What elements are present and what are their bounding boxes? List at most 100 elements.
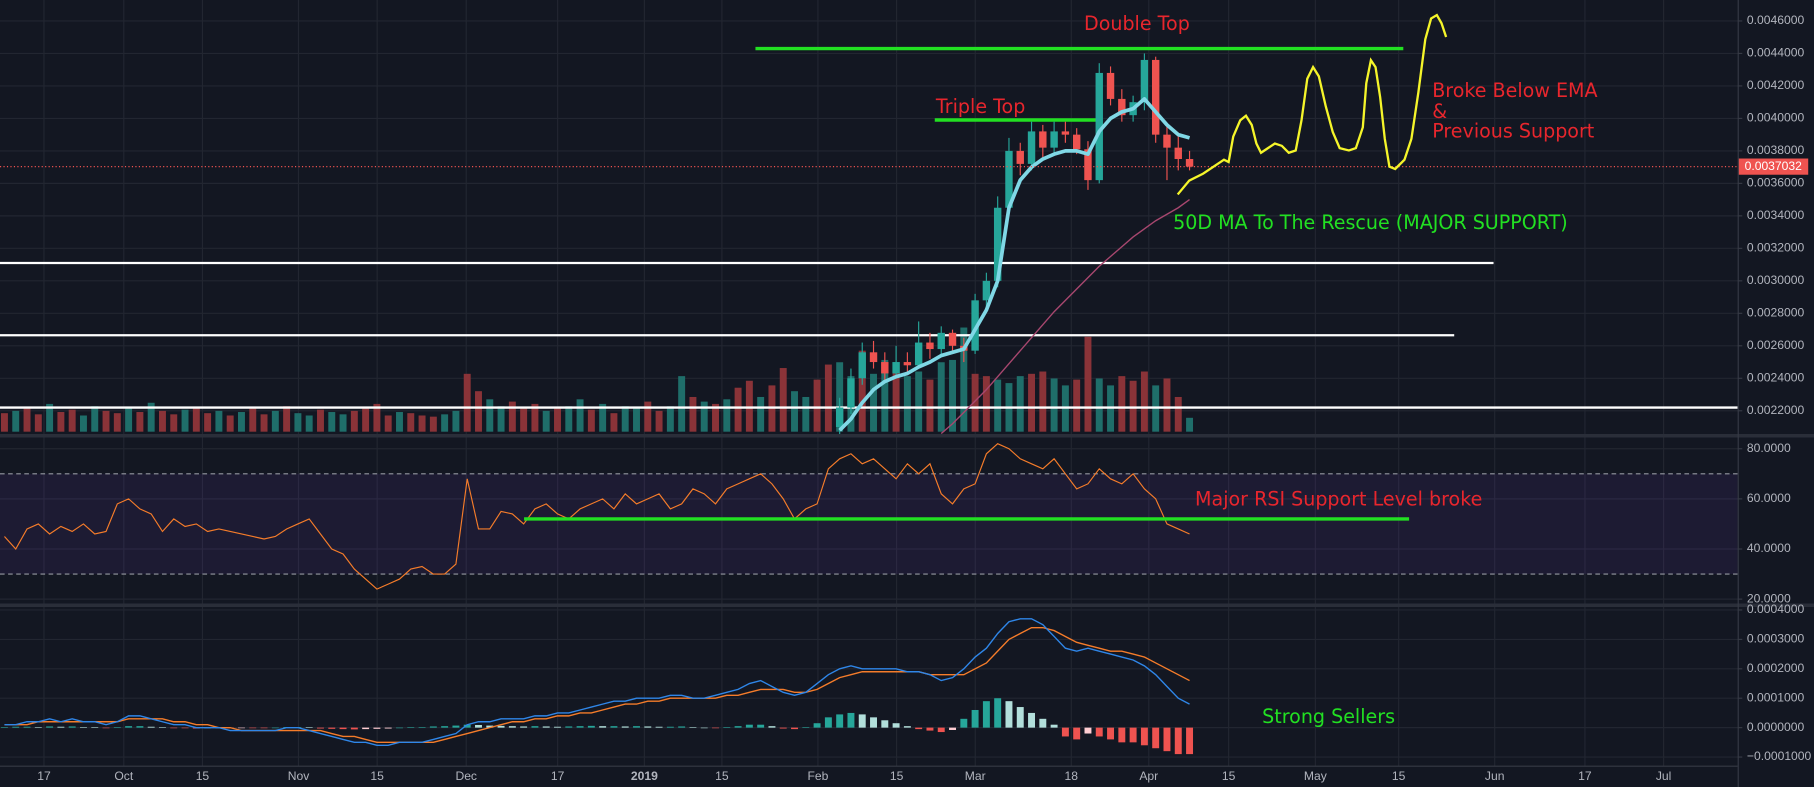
histogram-bar [68, 726, 76, 728]
histogram-bar [362, 727, 370, 730]
histogram-bar [542, 726, 550, 728]
volume-bar [396, 412, 403, 432]
histogram-bar [1186, 727, 1194, 755]
histogram-bar [350, 727, 358, 730]
histogram-bar [610, 726, 618, 728]
volume-bar [508, 401, 516, 432]
y-tick-label: 0.0032000 [1747, 241, 1805, 255]
candle-body [847, 378, 855, 408]
last-price-box [1738, 158, 1809, 175]
histogram-bar [452, 725, 460, 728]
histogram-bar [1140, 727, 1148, 746]
y-tick-label: 0.0044000 [1747, 46, 1805, 60]
candle-body [1140, 59, 1149, 103]
histogram-bar [802, 727, 810, 728]
volume-bar [12, 410, 20, 432]
volume-bar [982, 376, 990, 432]
candle-body [1050, 131, 1058, 148]
x-tick-label: Oct [114, 769, 133, 783]
histogram-bar [1039, 718, 1047, 728]
histogram-bar [475, 724, 482, 728]
histogram-bar [531, 726, 539, 728]
volume-bar [903, 376, 911, 432]
y-tick-label: 0.0030000 [1747, 273, 1805, 287]
annotation: Broke Below EMA [1432, 79, 1597, 102]
volume-bar [700, 401, 708, 432]
volume-bar [1174, 396, 1182, 432]
histogram-bar [260, 727, 268, 729]
histogram-bar [689, 727, 697, 728]
histogram-bar [915, 727, 923, 730]
candle-body [993, 207, 1002, 281]
volume-bar [1129, 380, 1137, 432]
volume-bar [486, 399, 494, 432]
histogram-bar [441, 726, 449, 728]
x-tick-label: May [1304, 769, 1328, 783]
histogram-bar [158, 727, 166, 728]
histogram-bar [1061, 727, 1069, 737]
volume-bar [497, 406, 505, 432]
volume-bar [1073, 379, 1081, 432]
annotation: Previous Support [1432, 119, 1595, 142]
histogram-bar [633, 726, 640, 728]
histogram-bar [599, 726, 607, 728]
volume-bar [633, 408, 640, 432]
histogram-bar [1095, 727, 1103, 737]
x-tick-label: 15 [1222, 769, 1236, 783]
volume-bar [57, 412, 65, 432]
histogram-bar [779, 727, 787, 729]
histogram-bar [768, 726, 776, 728]
histogram-bar [34, 727, 42, 728]
candle-body [1039, 131, 1047, 148]
candle-body [1095, 72, 1103, 181]
volume-bar [452, 410, 460, 432]
candle-body [1061, 131, 1070, 135]
volume-bar [836, 362, 844, 432]
y-tick-label: 0.0040000 [1747, 111, 1805, 125]
histogram-bar [328, 727, 336, 729]
volume-bar [339, 414, 347, 432]
histogram-bar [463, 724, 471, 728]
y-tick-label: 0.0028000 [1747, 306, 1805, 320]
x-tick-label: Feb [807, 769, 828, 783]
volume-bar [960, 327, 968, 432]
y-tick-label: 0.0046000 [1747, 13, 1805, 27]
volume-bar [1163, 378, 1171, 432]
histogram-bar [181, 727, 189, 729]
histogram-bar [644, 726, 652, 728]
volume-bar [0, 413, 8, 432]
x-tick-label: 15 [715, 769, 729, 783]
annotations: Double Top Triple Top Broke Below EMA&Prev… [935, 12, 1598, 728]
volume-bar [655, 410, 663, 432]
volume-bar [136, 412, 144, 432]
histogram-bar [418, 727, 426, 728]
y-tick-label: 0.0024000 [1747, 370, 1805, 384]
volume-bar [621, 406, 629, 432]
histogram-bar [486, 725, 494, 728]
y-tick-label: 0.0002000 [1747, 661, 1805, 675]
candle-body [903, 362, 912, 366]
volume-bar [520, 408, 528, 432]
volume-bar [745, 380, 753, 432]
histogram-bar [937, 727, 945, 733]
volume-bar [271, 410, 279, 432]
volume-bar [1084, 336, 1092, 432]
volume-bar [328, 412, 336, 432]
histogram-bar [982, 701, 990, 728]
histogram-bar [339, 727, 347, 730]
volume-bar [475, 391, 482, 432]
histogram-bar [565, 726, 573, 728]
rsi-pane [0, 443, 1738, 590]
candle-body [869, 352, 878, 363]
volume-bar [1095, 378, 1103, 432]
x-tick-label: 15 [1392, 769, 1406, 783]
volume-bar [870, 373, 877, 432]
histogram-bar [1152, 727, 1160, 749]
volume-bar [644, 401, 652, 432]
volume-bar [554, 408, 561, 432]
volume-bar [125, 408, 133, 432]
histogram-bar [926, 727, 934, 731]
histogram-bar [621, 726, 629, 728]
candle-body [858, 352, 866, 379]
